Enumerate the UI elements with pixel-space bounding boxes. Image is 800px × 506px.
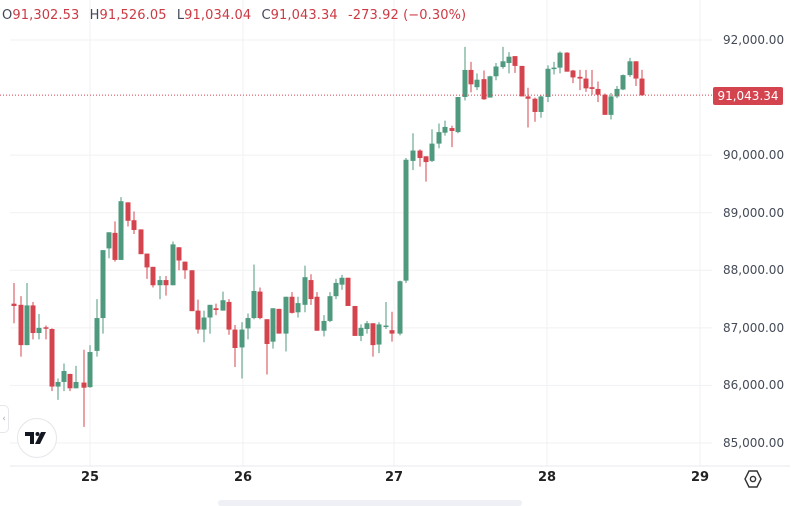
close-value: 91,043.34 [270,8,338,23]
tradingview-logo-icon [25,432,46,444]
collapse-panel-button[interactable]: ‹ [0,405,9,433]
price-axis-label: 88,000.00 [723,263,785,277]
change-value: -273.92 (−0.30%) [347,8,467,23]
gear-hexagon-icon [744,470,762,488]
price-axis-label: 92,000.00 [723,33,785,47]
chevron-left-icon: ‹ [2,414,6,424]
price-axis-label: 86,000.00 [723,378,785,392]
price-axis-label: 90,000.00 [723,148,785,162]
chart-settings-button[interactable] [743,469,763,489]
time-axis-label: 26 [233,470,253,485]
low-value: 91,034.04 [184,8,252,23]
open-value: 91,302.53 [12,8,80,23]
ohlc-legend: O91,302.53 H91,526.05 L91,034.04 C91,043… [2,8,466,23]
time-axis-label: 28 [537,470,557,485]
price-axis-label: 89,000.00 [723,206,785,220]
close-label: C [261,8,271,23]
current-price-badge: 91,043.34 [713,87,783,105]
price-axis-label: 87,000.00 [723,321,785,335]
candles [11,46,645,427]
time-scroll-bar[interactable] [218,500,522,506]
open-label: O [2,8,13,23]
tradingview-logo-button[interactable] [17,418,57,458]
high-value: 91,526.05 [99,8,167,23]
time-axis-label: 27 [384,470,404,485]
price-axis-label: 85,000.00 [723,436,785,450]
high-label: H [89,8,100,23]
low-label: L [176,8,185,23]
time-axis-label: 29 [690,470,710,485]
time-axis-label: 25 [80,470,100,485]
